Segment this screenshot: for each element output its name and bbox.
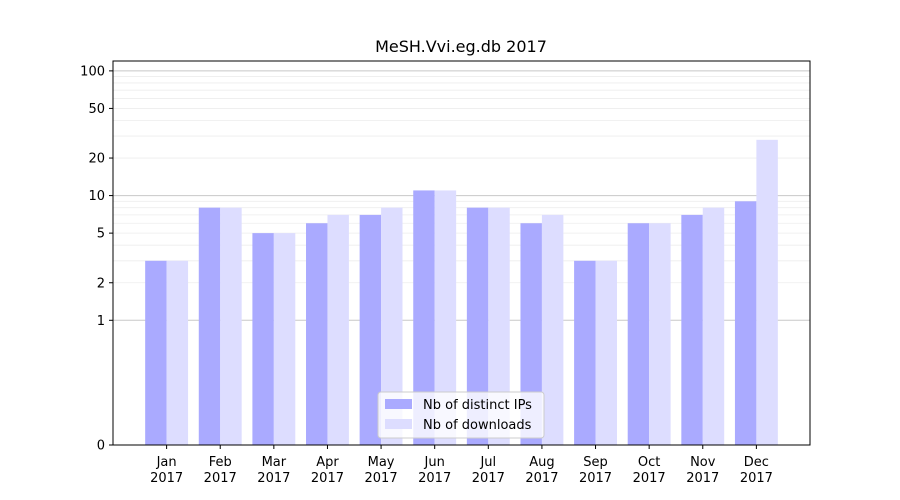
- x-tick-label-month: Mar: [262, 455, 287, 470]
- x-tick-label-year: 2017: [257, 471, 290, 486]
- y-tick-label: 1: [97, 314, 105, 329]
- bar-distinct-ips-oct: [627, 223, 650, 445]
- x-tick-label-month: Jun: [424, 455, 445, 470]
- bar-distinct-ips-sep: [574, 260, 596, 445]
- x-tick-label-month: Jan: [156, 455, 177, 470]
- legend-label-distinct-ips: Nb of distinct IPs: [423, 398, 532, 413]
- y-tick-label: 10: [88, 189, 105, 204]
- x-tick-label-month: Dec: [744, 455, 769, 470]
- x-tick-label-month: Oct: [638, 455, 660, 470]
- bar-downloads-dec: [756, 139, 778, 445]
- bar-downloads-nov: [702, 207, 725, 445]
- bar-distinct-ips-apr: [306, 223, 328, 445]
- legend-label-downloads: Nb of downloads: [423, 418, 532, 433]
- plot-frame: [112, 60, 811, 446]
- x-tick-label-year: 2017: [579, 471, 612, 486]
- x-tick-label-month: May: [368, 455, 395, 470]
- bar-distinct-ips-nov: [681, 214, 703, 445]
- x-tick-label-month: Aug: [529, 455, 554, 470]
- legend: Nb of distinct IPs Nb of downloads: [377, 391, 545, 439]
- bar-downloads-mar: [273, 233, 296, 445]
- bar-downloads-feb: [220, 207, 242, 445]
- y-tick-label: 2: [97, 276, 105, 291]
- legend-swatch-downloads: [385, 419, 412, 429]
- x-tick-label-month: Jul: [479, 455, 496, 470]
- x-tick-label-month: Apr: [316, 455, 339, 470]
- bar-downloads-sep: [595, 260, 617, 445]
- x-tick-label-year: 2017: [525, 471, 558, 486]
- bar-distinct-ips-may: [359, 214, 382, 445]
- y-tick-label: 5: [97, 227, 105, 242]
- x-tick-label-year: 2017: [418, 471, 451, 486]
- bar-distinct-ips-dec: [734, 201, 757, 445]
- x-tick-label-year: 2017: [150, 471, 183, 486]
- x-tick-label-year: 2017: [204, 471, 237, 486]
- legend-box: [377, 391, 545, 439]
- bar-downloads-jan: [166, 260, 189, 445]
- bar-distinct-ips-mar: [252, 233, 274, 445]
- bar-distinct-ips-feb: [198, 207, 221, 445]
- legend-swatch-distinct-ips: [385, 399, 412, 409]
- bar-downloads-may: [381, 207, 403, 445]
- bar-downloads-jun: [434, 190, 457, 445]
- x-tick-label-year: 2017: [311, 471, 344, 486]
- x-tick-label-year: 2017: [740, 471, 773, 486]
- y-tick-label: 0: [97, 439, 105, 454]
- x-tick-label-year: 2017: [472, 471, 505, 486]
- bar-downloads-apr: [327, 214, 349, 445]
- bar-distinct-ips-jan: [145, 260, 167, 445]
- bar-downloads-aug: [541, 214, 564, 445]
- y-axis: 0 1 2 5 10 20 50 100: [80, 64, 113, 454]
- chart-title: MeSH.Vvi.eg.db 2017: [375, 37, 547, 56]
- x-tick-label-month: Feb: [209, 455, 232, 470]
- y-tick-label: 50: [88, 102, 105, 117]
- bar-downloads-jul: [488, 207, 510, 445]
- x-tick-label-year: 2017: [633, 471, 666, 486]
- y-tick-label: 100: [80, 64, 105, 79]
- y-tick-label: 20: [88, 152, 105, 167]
- x-tick-label-year: 2017: [365, 471, 398, 486]
- x-tick-label-month: Sep: [583, 455, 608, 470]
- bar-downloads-oct: [649, 223, 671, 445]
- x-tick-label-year: 2017: [686, 471, 719, 486]
- bar-distinct-ips-jun: [413, 190, 435, 445]
- bar-distinct-ips-jul: [466, 207, 489, 445]
- bar-distinct-ips-aug: [520, 223, 542, 445]
- bars: [145, 139, 778, 445]
- x-tick-label-month: Nov: [690, 455, 716, 470]
- x-axis: Jan2017Feb2017Mar2017Apr2017May2017Jun20…: [150, 445, 773, 486]
